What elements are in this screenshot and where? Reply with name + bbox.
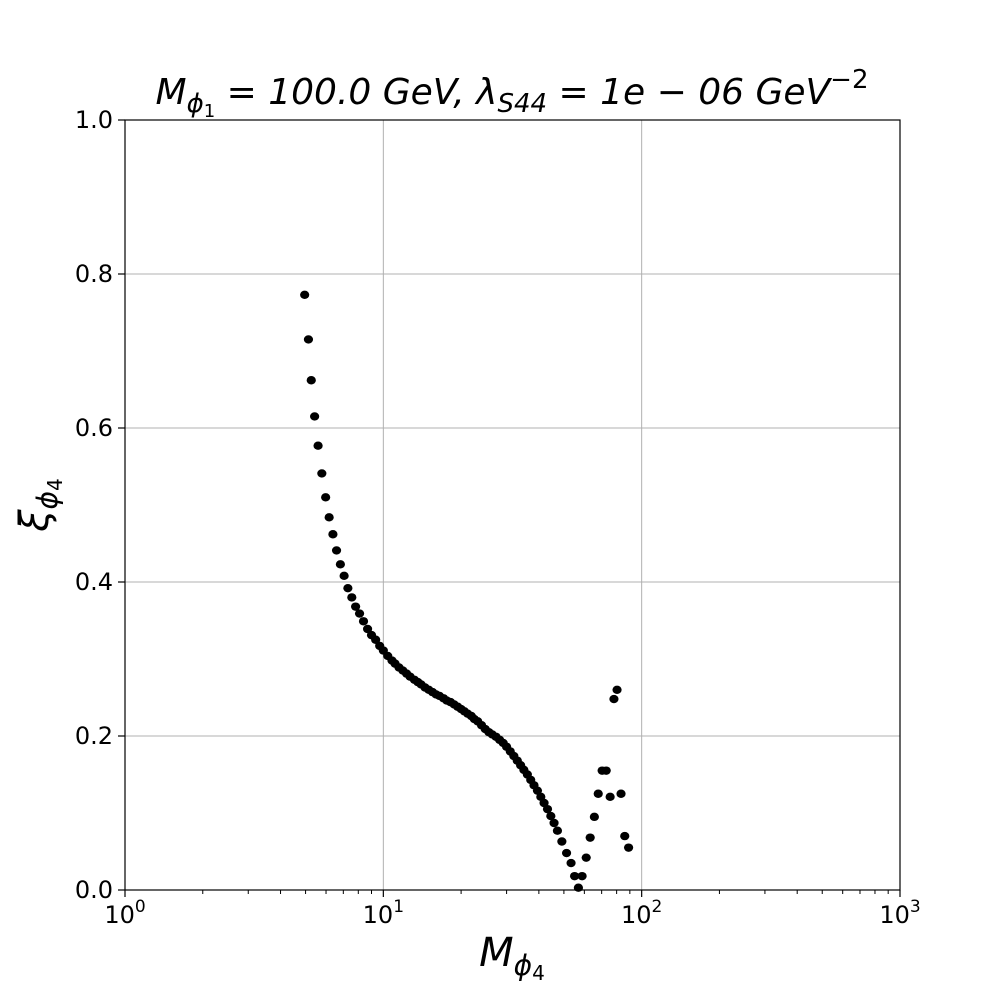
data-point-87 [620,831,630,841]
y-tick-label-1: 0.2 [75,722,113,750]
data-point-15 [354,609,365,618]
axis-tick-labels: 100 101 102 103 0.0 0.2 0.4 0.6 0.8 1.0 [75,106,921,929]
data-point-13 [347,593,357,602]
data-point-2 [306,376,316,385]
axis-ticks [118,119,901,897]
data-point-3 [310,412,320,421]
chart-title: Mϕ1 = 100.0 GeV, λS44 = 1e − 06 GeV−2 [156,65,869,122]
data-point-75 [573,883,584,892]
data-point-4 [313,441,323,450]
data-point-76 [577,871,587,881]
data-point-17 [362,624,373,634]
y-tick-label-2: 0.4 [75,568,113,596]
x-tick-label-3: 103 [879,897,920,929]
data-point-83 [605,792,615,802]
data-point-78 [585,833,595,842]
data-point-88 [623,843,634,852]
data-point-77 [581,853,591,862]
data-point-82 [601,766,611,775]
data-point-70 [552,826,563,835]
data-point-0 [300,290,310,299]
y-tick-label-4: 0.8 [75,260,113,288]
x-axis-label: Mϕ4 [479,930,545,985]
data-point-69 [549,818,559,828]
data-point-7 [324,513,334,522]
data-point-71 [557,837,567,846]
data-point-19 [371,635,381,644]
data-point-67 [542,804,553,814]
data-point-72 [561,848,572,858]
data-point-10 [335,560,345,569]
y-axis-label: ξϕ4 [12,478,67,533]
data-points [300,290,634,892]
data-point-84 [609,694,619,704]
data-point-85 [612,685,622,694]
y-tick-label-5: 1.0 [75,106,113,134]
data-point-86 [616,789,626,798]
data-point-16 [358,617,369,626]
data-point-1 [303,335,314,344]
x-tick-label-1: 101 [363,897,404,929]
data-point-6 [321,493,331,502]
data-point-73 [566,858,576,868]
data-point-9 [331,546,342,555]
y-tick-label-3: 0.6 [75,414,113,442]
plot-frame [124,119,901,891]
data-point-11 [339,571,349,581]
data-point-68 [546,811,556,821]
data-point-5 [317,469,327,478]
data-point-74 [569,871,580,881]
data-point-80 [593,789,603,798]
x-tick-label-2: 102 [621,897,662,929]
data-point-14 [351,602,361,611]
data-point-79 [589,812,599,822]
y-tick-label-0: 0.0 [75,876,113,904]
x-tick-label-0: 100 [104,897,145,929]
data-point-12 [343,583,353,593]
data-point-8 [328,530,338,539]
